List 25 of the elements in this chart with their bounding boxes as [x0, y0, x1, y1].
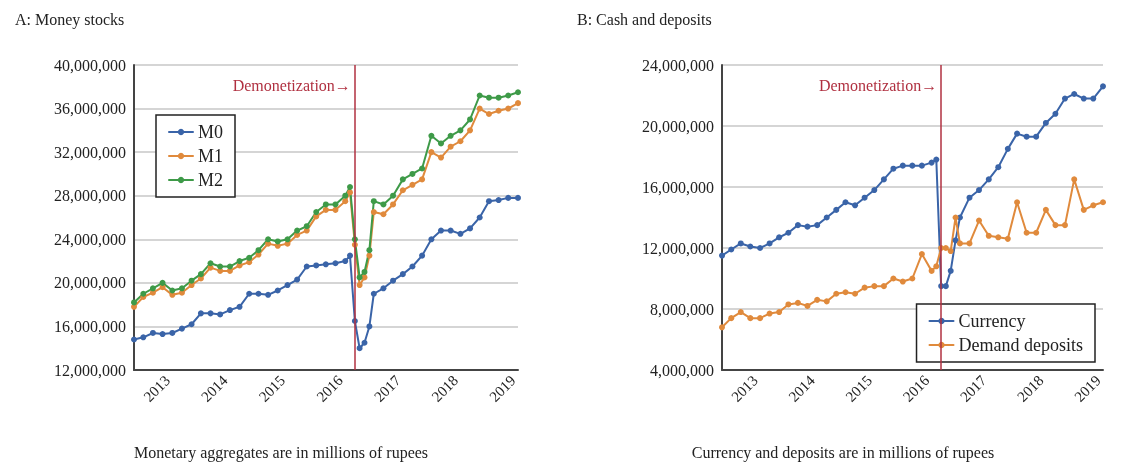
y-tick-label: 16,000,000 — [54, 317, 126, 335]
y-tick-label: 4,000,000 — [650, 361, 714, 379]
y-tick-label: 8,000,000 — [650, 300, 714, 318]
legend-label: M1 — [198, 146, 224, 166]
legend-label: Currency — [958, 311, 1026, 331]
ref-line-label: Demonetization→ — [818, 76, 938, 94]
text: Currency and deposits are in millions of rupees — [691, 443, 995, 462]
ref-line-label: Demonetization→ — [232, 76, 351, 94]
legend-label: M2 — [198, 170, 224, 190]
y-tick-label: 12,000,000 — [54, 361, 126, 379]
y-tick-label: 40,000,000 — [54, 56, 126, 74]
chart-title: A: Money stocks — [15, 10, 125, 29]
legend-label: Demand deposits — [958, 335, 1083, 355]
y-tick-label: 20,000,000 — [642, 117, 714, 135]
y-tick-label: 24,000,000 — [642, 56, 714, 74]
y-tick-label: 12,000,000 — [642, 239, 714, 257]
chart-title: B: Cash and deposits — [577, 10, 712, 29]
y-tick-label: 36,000,000 — [54, 100, 126, 118]
y-tick-label: 28,000,000 — [54, 187, 126, 205]
y-tick-label: 20,000,000 — [54, 274, 126, 292]
text: Monetary aggregates are in millions of rupees — [133, 443, 429, 462]
y-tick-label: 24,000,000 — [54, 230, 126, 248]
y-tick-label: 16,000,000 — [642, 178, 714, 196]
legend-label: M0 — [198, 122, 224, 142]
y-tick-label: 32,000,000 — [54, 143, 126, 161]
